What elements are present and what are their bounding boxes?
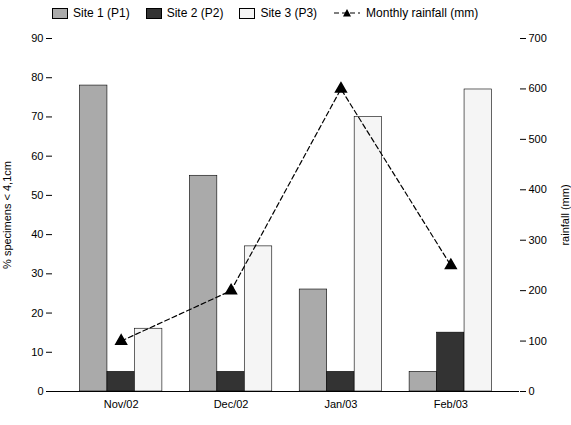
svg-text:20: 20: [31, 307, 43, 319]
svg-text:% specimens < 4,1cm: % specimens < 4,1cm: [1, 161, 13, 269]
html-text:Site 3 (P3): Site 3 (P3): [260, 6, 318, 20]
svg-text:50: 50: [31, 189, 43, 201]
svg-text:40: 40: [31, 228, 43, 240]
svg-text:300: 300: [529, 234, 547, 246]
svg-text:Jan/03: Jan/03: [324, 398, 357, 410]
html-text:Monthly rainfall (mm): Monthly rainfall (mm): [366, 6, 479, 20]
html-text:Site 1 (P1): Site 1 (P1): [73, 6, 130, 20]
svg-text:100: 100: [529, 335, 547, 347]
svg-text:200: 200: [529, 284, 547, 296]
svg-text:Dec/02: Dec/02: [214, 398, 249, 410]
svg-text:0: 0: [37, 385, 43, 397]
svg-text:rainfall (mm): rainfall (mm): [559, 184, 571, 245]
svg-text:90: 90: [31, 32, 43, 44]
svg-text:400: 400: [529, 183, 547, 195]
html-text:Site 2 (P2): Site 2 (P2): [166, 6, 224, 20]
svg-text:700: 700: [529, 32, 547, 44]
svg-text:600: 600: [529, 82, 547, 94]
svg-text:500: 500: [529, 133, 547, 145]
svg-text:70: 70: [31, 110, 43, 122]
svg-text:Nov/02: Nov/02: [104, 398, 139, 410]
svg-text:Feb/03: Feb/03: [434, 398, 468, 410]
svg-text:60: 60: [31, 150, 43, 162]
svg-text:0: 0: [529, 385, 535, 397]
svg-text:30: 30: [31, 267, 43, 279]
svg-text:10: 10: [31, 346, 43, 358]
svg-text:80: 80: [31, 71, 43, 83]
